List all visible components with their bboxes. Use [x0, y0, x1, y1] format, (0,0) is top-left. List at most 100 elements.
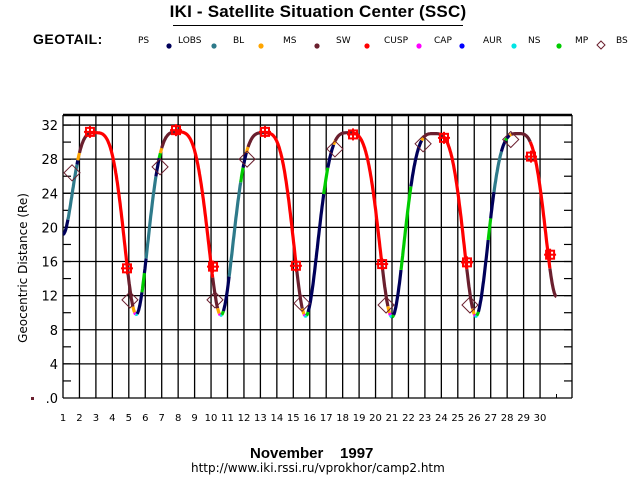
x-tick-label: 30	[534, 413, 547, 424]
orbit-segment-ms	[380, 265, 390, 307]
source-url[interactable]: http://www.iki.rssi.ru/vprokhor/camp2.ht…	[191, 461, 445, 475]
orbit-segment-bl	[158, 147, 164, 154]
x-tick-label: 4	[109, 413, 115, 424]
x-tick-label: 20	[369, 413, 382, 424]
orbit-segment-bl	[420, 136, 425, 142]
orbit-segment-ms	[465, 268, 475, 309]
orbit-segment-ns	[305, 311, 310, 317]
bs-cross-marker	[170, 124, 183, 137]
orbit-segment-ps	[241, 152, 248, 168]
orbit-segment-sw	[442, 135, 469, 270]
x-tick-label: 19	[353, 413, 366, 424]
bs-cross-marker	[289, 259, 302, 272]
orbit-segment-aur	[303, 314, 308, 318]
y-tick-label: 8	[50, 324, 58, 339]
x-tick-label: 6	[142, 413, 148, 424]
bs-cross-marker	[544, 248, 557, 261]
legend-marker-aur-dot-icon	[511, 43, 517, 49]
orbit-segment-ms	[510, 132, 532, 143]
x-tick-label: 9	[191, 413, 197, 424]
orbit-segment-sw	[176, 130, 215, 278]
title-underline	[173, 25, 463, 26]
orbit-segment-ms	[77, 131, 91, 154]
y-axis-ticks: .0 4 8 12 16 20 24 28 32	[31, 119, 572, 407]
satellite-name: GEOTAIL:	[33, 31, 103, 47]
mp-diamond-marker	[377, 296, 395, 314]
orbit-segment-lobs	[66, 164, 79, 221]
orbit-segment-ms	[548, 268, 558, 298]
orbit-segment-ns	[157, 152, 162, 159]
orbit-segment-cusp	[302, 313, 307, 317]
x-tick-label: 27	[484, 413, 497, 424]
legend-label-ms: MS	[283, 36, 297, 46]
legend-marker-sw-dot-icon	[364, 43, 370, 49]
legend-label-bs: BS	[616, 36, 628, 46]
orbit-segment-ns	[239, 167, 245, 183]
orbit-segment-ms	[125, 266, 135, 308]
orbit-segment-ps	[476, 239, 490, 313]
legend-label-lobs: LOBS	[178, 36, 202, 46]
orbit-segment-ns	[399, 186, 413, 271]
legend-marker-mp-diamond-icon	[596, 40, 606, 50]
legend-label-ps: PS	[138, 36, 150, 46]
y-tick-label: 28	[41, 153, 58, 168]
legend-marker-ns-dot-icon	[556, 43, 562, 49]
orbit-segment-cusp	[388, 312, 392, 316]
orbit-segment-ps	[62, 219, 70, 236]
x-tick-label: 21	[386, 413, 399, 424]
mp-diamond-marker	[63, 164, 81, 182]
orbit-segment-bl	[76, 152, 82, 161]
bs-cross-marker	[120, 262, 133, 275]
orbit-segment-ns	[140, 272, 146, 293]
x-axis-month-label: November 1997	[250, 445, 374, 462]
x-tick-label: 10	[205, 413, 218, 424]
orbit-segment-ps	[326, 144, 336, 169]
orbit-segment-cusp	[133, 311, 137, 316]
mp-diamond-marker	[461, 296, 479, 314]
x-tick-label: 23	[419, 413, 432, 424]
mp-diamond-marker	[326, 140, 344, 158]
plot-frame	[62, 113, 573, 399]
x-tick-label: 5	[126, 413, 132, 424]
orbit-segment-ps	[306, 193, 326, 313]
orbit-segment-lobs	[492, 151, 503, 193]
x-tick-label: 22	[402, 413, 415, 424]
grid	[63, 115, 572, 398]
x-tick-label: 8	[175, 413, 181, 424]
bs-cross-marker	[259, 125, 272, 138]
orbit-segment-ns	[486, 218, 493, 241]
legend-marker-cusp-dot-icon	[416, 43, 422, 49]
y-tick-label: 20	[41, 221, 58, 236]
orbit-segment-ps	[505, 134, 511, 140]
bs-cross-marker	[83, 125, 96, 138]
orbit-segment-sw	[352, 131, 384, 266]
orbit-segment-sw	[528, 141, 552, 269]
x-tick-label: 2	[76, 413, 82, 424]
legend-label-mp: MP	[575, 36, 589, 46]
orbit-segment-ms	[160, 130, 177, 149]
crossing-markers	[63, 124, 557, 314]
orbit-segment-ns	[475, 311, 480, 317]
x-tick-label: 25	[451, 413, 464, 424]
origin-dot	[31, 397, 34, 400]
orbit-segment-lobs	[227, 182, 243, 277]
legend-label-sw: SW	[336, 36, 351, 46]
legend-marker-ps-dot-icon	[166, 43, 172, 49]
orbit-segment-aur	[388, 314, 393, 319]
orbit-segment-ns	[220, 310, 225, 316]
legend-marker-cap-dot-icon	[459, 43, 465, 49]
legend-marker-ms-dot-icon	[314, 43, 320, 49]
x-tick-label: 12	[238, 413, 251, 424]
x-tick-label: 26	[468, 413, 481, 424]
orbit-segment-ps	[489, 191, 496, 219]
x-tick-label: 17	[320, 413, 333, 424]
orbit-segment-ps	[135, 292, 144, 315]
x-tick-label: 14	[270, 413, 283, 424]
x-tick-label: 16	[303, 413, 316, 424]
y-tick-label: 4	[50, 358, 58, 373]
y-tick-label: .0	[46, 392, 58, 407]
orbit-segment-bl	[300, 308, 306, 315]
legend-marker-bl-dot-icon	[258, 43, 264, 49]
mp-diamond-marker	[502, 130, 520, 149]
